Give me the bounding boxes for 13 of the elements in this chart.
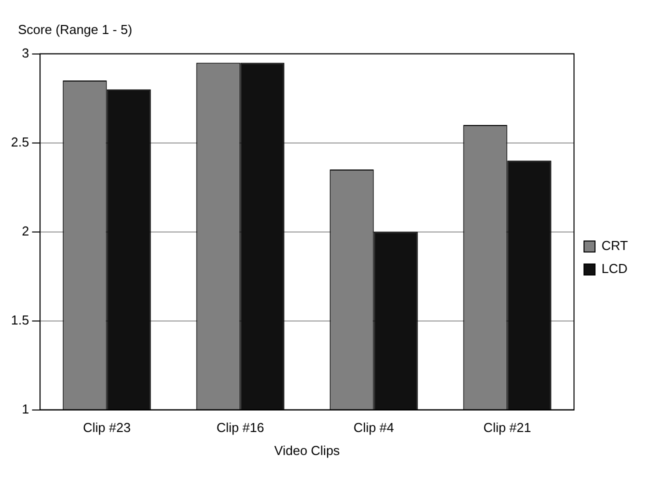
legend-label: LCD xyxy=(602,261,628,276)
x-axis-title: Video Clips xyxy=(274,442,340,458)
y-tick-label: 1.5 xyxy=(10,312,30,328)
x-tick-label: Clip #4 xyxy=(354,420,394,436)
y-tick-label: 2 xyxy=(22,223,30,238)
x-tick-label: Clip #21 xyxy=(483,420,532,436)
y-tick-label: 1 xyxy=(22,401,30,416)
x-tick-label: Clip #16 xyxy=(216,420,264,436)
y-tick-label: 3 xyxy=(22,45,30,60)
y-tick-label: 2.5 xyxy=(10,134,30,150)
legend-label: CRT xyxy=(602,238,628,254)
x-tick-label: Clip #23 xyxy=(82,420,131,436)
y-axis-title: Score (Range 1 - 5) xyxy=(17,21,134,39)
